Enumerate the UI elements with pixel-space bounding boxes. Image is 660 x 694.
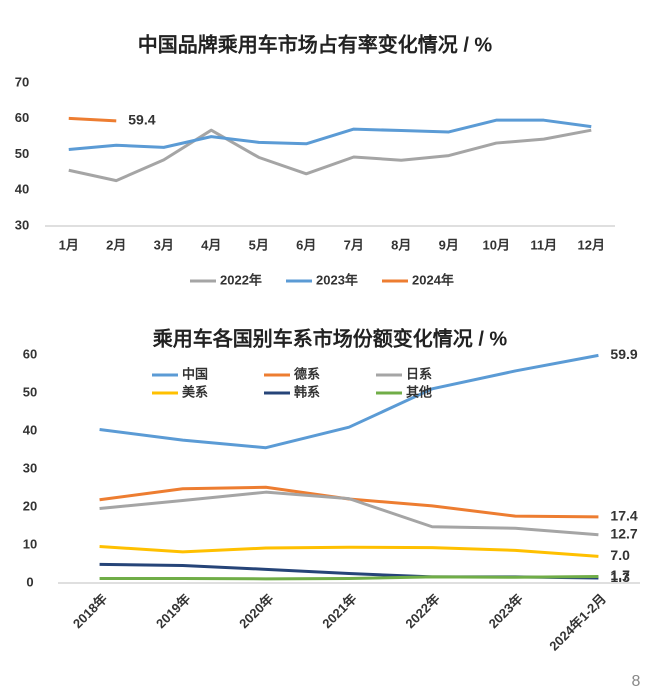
x-tick-label: 2023年 xyxy=(486,591,526,631)
y-tick-label: 10 xyxy=(23,536,37,551)
legend-label: 中国 xyxy=(182,366,208,381)
data-label: 17.4 xyxy=(610,508,637,524)
y-tick-label: 50 xyxy=(15,146,29,161)
data-label: 59.4 xyxy=(128,112,155,128)
legend-label: 2024年 xyxy=(412,272,454,287)
x-tick-label: 12月 xyxy=(578,237,605,252)
y-tick-label: 40 xyxy=(15,182,29,197)
chart-title: 中国品牌乘用车市场占有率变化情况 / % xyxy=(138,32,493,56)
y-tick-label: 30 xyxy=(23,460,37,475)
y-tick-label: 50 xyxy=(23,384,37,399)
x-tick-label: 2018年 xyxy=(70,591,110,631)
legend-label: 美系 xyxy=(182,384,208,399)
x-tick-label: 8月 xyxy=(391,237,411,252)
line-series xyxy=(68,128,592,183)
x-tick-label: 2020年 xyxy=(236,591,276,631)
y-tick-label: 60 xyxy=(23,346,37,361)
data-label: 7.0 xyxy=(610,547,630,563)
legend-label: 2022年 xyxy=(220,272,262,287)
x-tick-label: 5月 xyxy=(249,237,269,252)
x-tick-label: 2月 xyxy=(106,237,126,252)
line-series xyxy=(99,545,599,558)
line-series xyxy=(99,490,599,537)
line-series xyxy=(68,118,592,151)
x-tick-label: 9月 xyxy=(439,237,459,252)
legend-label: 德系 xyxy=(294,366,320,381)
legend-label: 其他 xyxy=(406,384,432,399)
y-tick-label: 60 xyxy=(15,110,29,125)
data-label: 59.9 xyxy=(610,346,637,362)
x-tick-label: 2019年 xyxy=(153,591,193,631)
legend-label: 日系 xyxy=(406,366,432,381)
x-tick-label: 2022年 xyxy=(402,591,442,631)
x-tick-label: 4月 xyxy=(201,237,221,252)
line-series xyxy=(99,353,599,450)
y-tick-label: 20 xyxy=(23,498,37,513)
x-tick-label: 6月 xyxy=(296,237,316,252)
line-series xyxy=(68,116,117,123)
y-tick-label: 30 xyxy=(15,217,29,232)
x-tick-label: 10月 xyxy=(483,237,510,252)
data-label: 1.7 xyxy=(610,567,630,583)
x-tick-label: 7月 xyxy=(344,237,364,252)
data-label: 1.3 xyxy=(610,569,630,585)
x-tick-label: 11月 xyxy=(530,237,557,252)
y-tick-label: 70 xyxy=(15,74,29,89)
legend-label: 韩系 xyxy=(294,384,320,399)
data-label: 12.7 xyxy=(610,525,637,541)
x-tick-label: 2024年1-2月 xyxy=(546,591,609,654)
page-number: 8 xyxy=(632,673,641,690)
line-series xyxy=(99,575,599,581)
x-tick-label: 2021年 xyxy=(319,591,359,631)
y-tick-label: 0 xyxy=(26,574,33,589)
x-tick-label: 3月 xyxy=(154,237,174,252)
legend-label: 2023年 xyxy=(316,272,358,287)
x-tick-label: 1月 xyxy=(59,237,79,252)
y-tick-label: 40 xyxy=(23,422,37,437)
chart-title: 乘用车各国别车系市场份额变化情况 / % xyxy=(152,326,508,350)
